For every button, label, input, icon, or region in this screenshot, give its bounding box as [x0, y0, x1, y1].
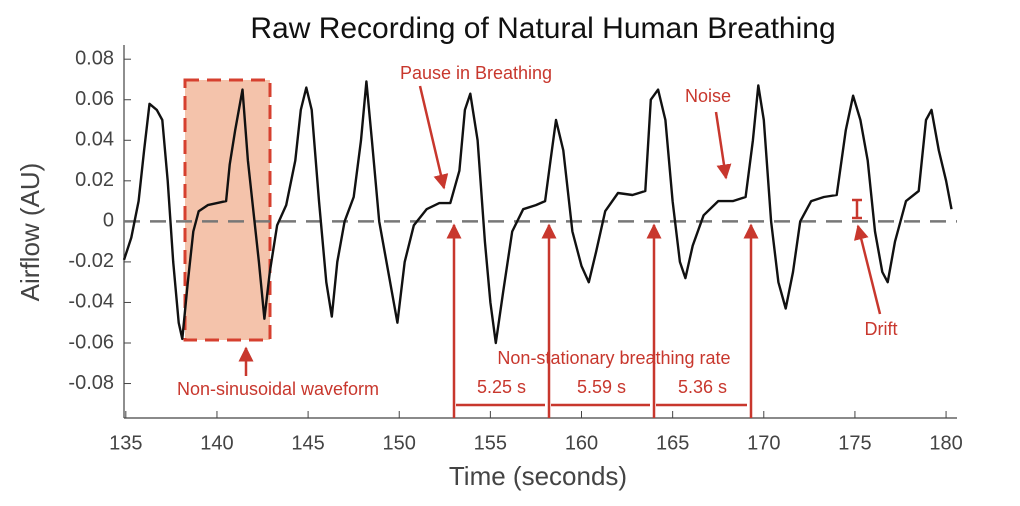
annotation: Pause in Breathing: [400, 63, 552, 83]
y-tick-label: 0.08: [75, 47, 114, 69]
annotation: 5.25 s: [477, 377, 526, 397]
annotation: 5.59 s: [577, 377, 626, 397]
annotation: 5.36 s: [678, 377, 727, 397]
y-tick-label: -0.06: [68, 331, 114, 353]
x-tick-label: 155: [474, 432, 507, 454]
annotation: Non-sinusoidal waveform: [177, 379, 379, 399]
x-tick-label: 145: [291, 432, 324, 454]
y-tick-label: -0.04: [68, 291, 114, 313]
annotation-arrow: [853, 224, 882, 315]
y-tick-label: -0.08: [68, 372, 114, 394]
x-tick-label: 180: [929, 432, 962, 454]
x-tick-label: 135: [109, 432, 142, 454]
x-tick-label: 150: [383, 432, 416, 454]
x-tick-label: 175: [838, 432, 871, 454]
x-tick-label: 140: [200, 432, 233, 454]
x-tick-label: 160: [565, 432, 598, 454]
annotation: Drift: [865, 319, 898, 339]
y-tick-label: 0.04: [75, 129, 114, 151]
annotation: Non-stationary breathing rate: [497, 348, 730, 368]
x-tick-label: 165: [656, 432, 689, 454]
annotation: Noise: [685, 86, 731, 106]
annotation-arrow: [714, 111, 732, 180]
chart-title: Raw Recording of Natural Human Breathing: [250, 12, 835, 45]
annotation-arrow: [418, 85, 449, 190]
x-tick-label: 170: [747, 432, 780, 454]
y-axis-label: Airflow (AU): [15, 163, 45, 302]
y-tick-label: 0: [103, 210, 114, 232]
y-tick-label: 0.06: [75, 88, 114, 110]
y-tick-label: 0.02: [75, 169, 114, 191]
y-tick-label: -0.02: [68, 250, 114, 272]
data-line: [122, 80, 953, 345]
x-axis-label: Time (seconds): [449, 461, 627, 491]
highlight-box: [183, 78, 272, 342]
